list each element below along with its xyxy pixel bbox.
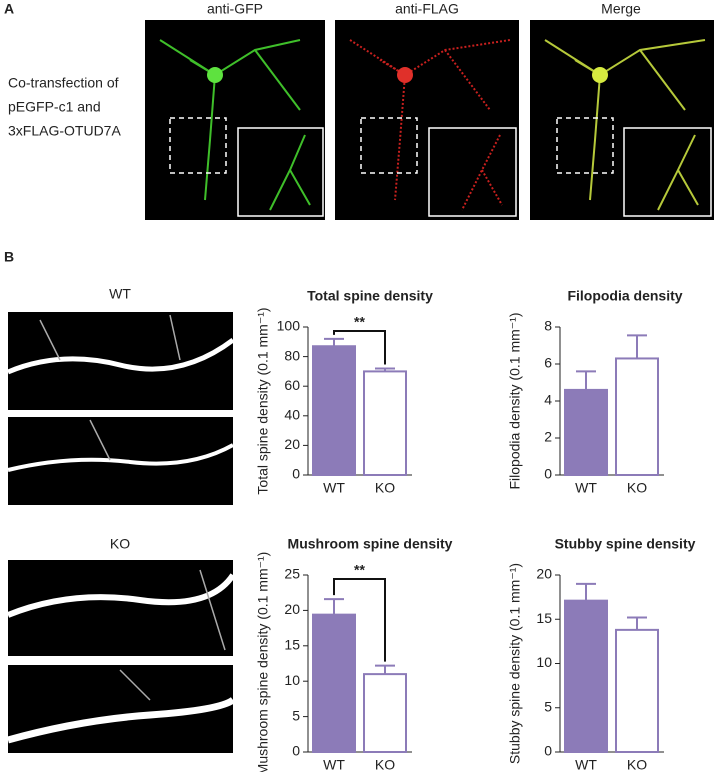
x-tick-label: WT [575,480,597,496]
bar [564,388,608,476]
significance-label: ** [354,562,365,578]
chart-title: Filopodia density [567,288,682,304]
y-axis-label: Stubby spine density (0.1 mm⁻¹) [507,563,523,764]
significance-bracket [333,578,386,662]
bar [564,599,608,753]
row-label: 3xFLAG-OTUD7A [8,123,121,139]
y-tick-label: 40 [284,407,300,423]
y-tick-label: 25 [284,566,300,582]
x-tick-label: WT [323,480,345,496]
y-tick-label: 20 [284,601,300,617]
y-axis-label: Total spine density (0.1 mm⁻¹) [255,307,271,494]
error-bar [576,582,596,601]
bar [615,628,659,753]
y-tick-label: 4 [544,392,552,408]
column-title: anti-GFP [207,1,263,17]
error-bar [627,334,647,359]
group-label: WT [109,286,131,302]
chart-title: Stubby spine density [555,536,696,552]
y-tick-label: 15 [536,610,552,626]
y-tick-label: 15 [284,637,300,653]
micrographs-a [145,20,714,220]
error-bar [375,367,395,372]
x-tick-label: WT [323,757,345,772]
y-tick-label: 2 [544,429,552,445]
bar [615,357,659,477]
y-tick-label: 20 [284,436,300,452]
bar [363,673,407,753]
y-tick-label: 0 [544,466,552,482]
y-axis-label: Mushroom spine density (0.1 mm⁻¹) [255,552,271,772]
y-tick-label: 6 [544,355,552,371]
y-tick-label: 5 [544,698,552,714]
panel-label: B [4,249,14,265]
y-tick-label: 60 [284,377,300,393]
error-bar [324,598,344,615]
x-tick-label: KO [375,480,395,496]
error-bar [627,616,647,630]
x-tick-label: KO [627,757,647,772]
y-tick-label: 10 [536,654,552,670]
x-tick-label: KO [627,480,647,496]
chart-title: Mushroom spine density [288,536,453,552]
y-tick-label: 100 [277,318,301,334]
bar [363,370,407,476]
panel-label: A [4,1,14,17]
y-tick-label: 0 [292,743,300,759]
error-bar [375,664,395,675]
bar [312,613,356,754]
y-tick-label: 10 [284,672,300,688]
row-label: pEGFP-c1 and [8,99,101,115]
error-bar [576,370,596,390]
y-tick-label: 5 [292,707,300,723]
row-label: Co-transfection of [8,75,119,91]
y-tick-label: 0 [544,743,552,759]
y-axis-label: Filopodia density (0.1 mm⁻¹) [507,312,523,489]
error-bar [324,337,344,347]
column-title: Merge [601,1,641,17]
y-tick-label: 80 [284,347,300,363]
chart-title: Total spine density [307,288,433,304]
y-tick-label: 0 [292,466,300,482]
column-title: anti-FLAG [395,1,459,17]
group-label: KO [110,536,130,552]
y-tick-label: 20 [536,566,552,582]
significance-bracket [333,330,386,365]
significance-label: ** [354,314,365,330]
bar [312,345,356,476]
y-tick-label: 8 [544,318,552,334]
x-tick-label: KO [375,757,395,772]
x-tick-label: WT [575,757,597,772]
micrographs-b [6,312,236,753]
